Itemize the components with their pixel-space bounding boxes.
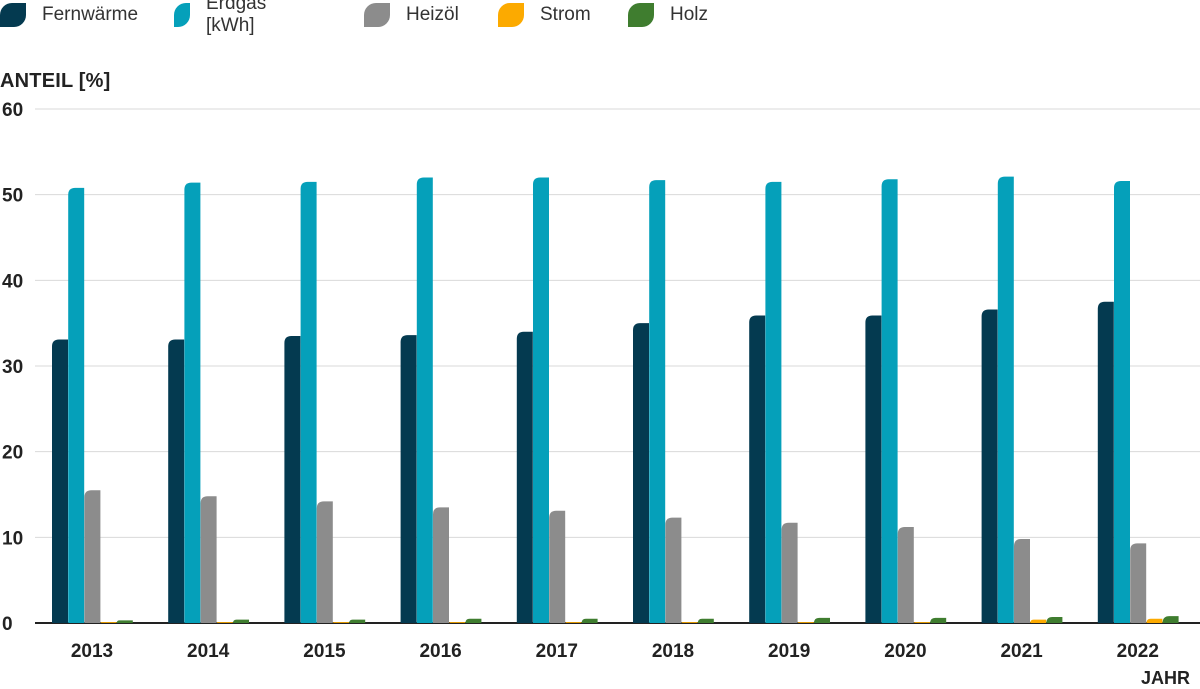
bar-2020-fernwärme xyxy=(865,315,882,623)
bar-2022-fernwärme xyxy=(1097,301,1114,623)
bar-2018-erdgas-kwh xyxy=(649,180,666,623)
x-tick-label-2021: 2021 xyxy=(1000,641,1043,662)
bar-2016-holz xyxy=(465,618,482,623)
bar-2017-holz xyxy=(581,618,598,623)
y-tick-label-60: 60 xyxy=(2,100,23,121)
legend-item-holz: Holz xyxy=(628,3,708,27)
legend-item-fernwaerme: Fernwärme xyxy=(0,3,138,27)
bar-2020-strom xyxy=(914,622,930,623)
y-tick-label-50: 50 xyxy=(2,186,23,207)
legend-swatch-holz xyxy=(628,3,654,27)
bar-2019-heizöl xyxy=(781,522,798,623)
x-tick-label-2022: 2022 xyxy=(1117,641,1159,662)
bar-2015-erdgas-kwh xyxy=(300,181,317,624)
bar-2021-fernwärme xyxy=(981,309,998,623)
bar-2022-erdgas-kwh xyxy=(1114,180,1130,623)
legend-item-strom: Strom xyxy=(498,3,591,27)
bar-2016-heizöl xyxy=(433,507,449,623)
legend-swatch-heizoel xyxy=(364,3,390,27)
bar-2013-holz xyxy=(116,620,133,623)
bar-2013-fernwärme xyxy=(52,339,68,623)
bar-2014-strom xyxy=(216,622,233,623)
legend-swatch-fernwaerme xyxy=(0,3,26,27)
bar-2019-strom xyxy=(797,622,814,623)
bar-2020-holz xyxy=(930,617,947,623)
y-tick-label-30: 30 xyxy=(2,357,23,378)
bar-2013-heizöl xyxy=(84,490,101,623)
legend-swatch-strom xyxy=(498,3,524,27)
legend-item-heizoel: Heizöl xyxy=(364,3,459,27)
bar-2021-holz xyxy=(1046,617,1063,623)
x-tick-label-2018: 2018 xyxy=(652,641,694,662)
bar-2022-holz xyxy=(1162,616,1179,623)
bar-2014-holz xyxy=(233,619,249,623)
x-tick-label-2020: 2020 xyxy=(884,641,926,662)
bar-2019-fernwärme xyxy=(749,315,766,623)
bar-2017-fernwärme xyxy=(516,331,533,623)
bar-2021-strom xyxy=(1030,619,1047,623)
bar-2014-fernwärme xyxy=(168,339,185,623)
y-axis-title: ANTEIL [%] xyxy=(0,70,111,92)
bar-2019-erdgas-kwh xyxy=(765,181,782,624)
legend-label-holz: Holz xyxy=(670,4,709,25)
x-axis-title: JAHR xyxy=(1140,668,1190,688)
bar-2018-heizöl xyxy=(665,517,682,623)
bar-2016-erdgas-kwh xyxy=(416,177,433,624)
x-tick-label-2015: 2015 xyxy=(303,641,346,662)
y-tick-label-20: 20 xyxy=(2,443,23,464)
bar-2017-strom xyxy=(565,622,582,623)
x-tick-label-2013: 2013 xyxy=(71,641,113,662)
legend-label-heizoel: Heizöl xyxy=(406,4,459,25)
bar-2022-heizöl xyxy=(1130,543,1147,623)
y-tick-label-10: 10 xyxy=(2,528,23,549)
bar-2019-holz xyxy=(814,617,830,623)
bar-2021-erdgas-kwh xyxy=(997,176,1014,623)
bar-2018-holz xyxy=(697,618,714,623)
legend-swatch-erdgas xyxy=(174,3,190,27)
bar-2016-fernwärme xyxy=(400,335,417,623)
y-tick-label-0: 0 xyxy=(2,614,13,635)
bar-2013-erdgas-kwh xyxy=(68,187,85,623)
bar-2015-heizöl xyxy=(316,501,333,623)
bar-2017-erdgas-kwh xyxy=(533,177,549,624)
x-tick-label-2019: 2019 xyxy=(768,641,810,662)
bar-2013-strom xyxy=(100,622,117,623)
x-tick-label-2014: 2014 xyxy=(187,641,230,662)
bar-2017-heizöl xyxy=(549,510,566,623)
bar-2020-heizöl xyxy=(897,527,914,623)
bar-2020-erdgas-kwh xyxy=(881,179,898,623)
bar-2022-strom xyxy=(1146,618,1163,623)
bar-2015-strom xyxy=(333,622,349,623)
legend-label-fernwaerme: Fernwärme xyxy=(42,4,139,25)
legend-label-strom: Strom xyxy=(540,4,591,25)
x-tick-label-2016: 2016 xyxy=(419,641,461,662)
bar-2018-fernwärme xyxy=(633,323,649,623)
bar-2021-heizöl xyxy=(1014,539,1030,623)
legend-item-erdgas: Erdgas [kWh] xyxy=(174,0,276,37)
legend-label-erdgas: Erdgas [kWh] xyxy=(206,0,267,36)
x-tick-label-2017: 2017 xyxy=(536,641,578,662)
bar-2014-erdgas-kwh xyxy=(184,182,201,623)
y-tick-label-40: 40 xyxy=(2,271,23,292)
bar-2018-strom xyxy=(681,622,698,623)
bar-2016-strom xyxy=(449,622,466,623)
bar-2015-fernwärme xyxy=(284,336,301,623)
bar-2015-holz xyxy=(349,619,366,623)
bar-2014-heizöl xyxy=(200,496,217,623)
